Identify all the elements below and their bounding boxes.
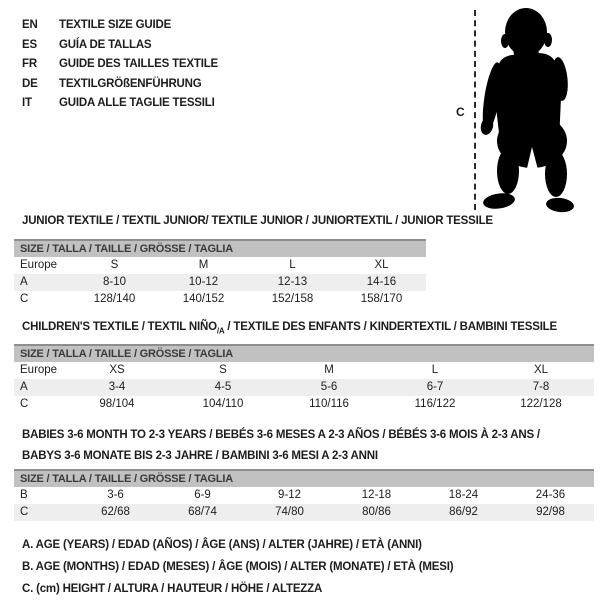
junior-size-table: SIZE / TALLA / TAILLE / GRÖSSE / TAGLIA … <box>14 239 426 308</box>
children-title-post: / TEXTILE DES ENFANTS / KINDERTEXTIL / B… <box>224 321 557 333</box>
size-cell: 10-12 <box>188 276 219 288</box>
size-cell: XS <box>109 364 125 376</box>
size-cell: 3-4 <box>108 381 126 393</box>
size-cell: 104/110 <box>202 398 244 410</box>
size-cell: 18-24 <box>448 489 479 501</box>
size-cell: 92/98 <box>536 506 565 518</box>
footnote-a: A. AGE (YEARS) / EDAD (AÑOS) / ÂGE (ANS)… <box>22 539 422 551</box>
size-cell: 4-5 <box>214 381 232 393</box>
size-cell: 80/86 <box>362 506 391 518</box>
children-size-table: SIZE / TALLA / TAILLE / GRÖSSE / TAGLIA … <box>14 344 594 413</box>
language-label: GUÍA DE TALLAS <box>59 38 152 51</box>
table-row: Europe S M L XL <box>14 257 426 274</box>
size-cell: 9-12 <box>277 489 302 501</box>
size-cell: 128/140 <box>93 293 136 305</box>
language-code: FR <box>22 58 37 70</box>
children-title-sub: /A <box>216 326 225 336</box>
language-label: TEXTILE SIZE GUIDE <box>59 19 172 31</box>
footnote-c: C. (cm) HEIGHT / ALTURA / HAUTEUR / HÖHE… <box>22 583 323 595</box>
language-code: ES <box>22 38 37 51</box>
size-cell: 122/128 <box>520 398 562 410</box>
size-cell: XL <box>533 364 549 376</box>
size-cell: 12-13 <box>277 276 308 288</box>
size-cell: 86/92 <box>449 506 478 518</box>
size-cell: 158/170 <box>360 293 403 305</box>
size-cell: M <box>198 259 209 271</box>
size-cell: 8-10 <box>102 276 127 288</box>
size-cell: 3-6 <box>107 489 124 501</box>
table-row: C 128/140 140/152 152/158 158/170 <box>14 291 426 308</box>
size-cell: 110/116 <box>309 398 349 410</box>
table-row: Europe XS S M L XL <box>14 362 594 379</box>
height-measure-label: C <box>456 105 465 119</box>
language-row: IT GUIDA ALLE TAGLIE TESSILI <box>22 94 218 114</box>
row-label: C <box>20 506 29 518</box>
row-label: C <box>20 398 29 410</box>
size-cell: 6-9 <box>194 489 211 501</box>
size-cell: 74/80 <box>275 506 304 518</box>
size-cell: XL <box>374 259 389 271</box>
footnote-b: B. AGE (MONTHS) / EDAD (MESES) / ÂGE (MO… <box>22 561 454 573</box>
babies-title-line1: BABIES 3-6 MONTH TO 2-3 YEARS / BEBÉS 3-… <box>22 429 540 441</box>
size-cell: 14-16 <box>366 276 397 288</box>
size-cell: 24-36 <box>535 489 566 501</box>
row-label: Europe <box>20 364 58 376</box>
size-header-band: SIZE / TALLA / TAILLE / GRÖSSE / TAGLIA <box>14 239 426 257</box>
children-title-pre: CHILDREN'S TEXTILE / TEXTIL NIÑO <box>22 321 217 333</box>
footnote-legend: A. AGE (YEARS) / EDAD (AÑOS) / ÂGE (ANS)… <box>22 534 454 600</box>
size-cell: 116/122 <box>414 398 456 410</box>
table-row: B 3-6 6-9 9-12 12-18 18-24 24-36 <box>14 487 594 504</box>
table-row: C 98/104 104/110 110/116 116/122 122/128 <box>14 396 594 413</box>
size-cell: 6-7 <box>426 381 444 393</box>
size-cell: 5-6 <box>320 381 338 393</box>
row-label: A <box>20 381 28 393</box>
size-cell: 98/104 <box>99 398 135 410</box>
size-header-band: SIZE / TALLA / TAILLE / GRÖSSE / TAGLIA <box>14 469 594 487</box>
language-label: GUIDE DES TAILLES TEXTILE <box>59 58 218 70</box>
size-cell: 7-8 <box>532 381 550 393</box>
toddler-silhouette-icon <box>480 8 574 213</box>
table-row: A 3-4 4-5 5-6 6-7 7-8 <box>14 379 594 396</box>
row-label: B <box>20 489 28 501</box>
size-cell: 140/152 <box>182 293 225 305</box>
children-section-title: CHILDREN'S TEXTILE / TEXTIL NIÑO/A / TEX… <box>22 321 557 335</box>
language-code: IT <box>22 97 32 109</box>
size-cell: S <box>110 259 119 271</box>
language-row: FR GUIDE DES TAILLES TEXTILE <box>22 55 218 75</box>
size-cell: S <box>219 364 227 376</box>
language-title-list: EN TEXTILE SIZE GUIDE ES GUÍA DE TALLAS … <box>22 16 218 114</box>
size-cell: M <box>324 364 334 376</box>
height-measure-line <box>474 10 476 210</box>
language-label: GUIDA ALLE TAGLIE TESSILI <box>59 97 215 109</box>
table-row: A 8-10 10-12 12-13 14-16 <box>14 274 426 291</box>
language-code: DE <box>22 77 38 90</box>
size-cell: 152/158 <box>271 293 314 305</box>
table-row: C 62/68 68/74 74/80 80/86 86/92 92/98 <box>14 504 594 521</box>
size-cell: 62/68 <box>101 506 130 518</box>
language-row: DE TEXTILGRÖßENFÜHRUNG <box>22 75 218 95</box>
size-cell: 68/74 <box>188 506 217 518</box>
row-label: C <box>20 293 29 305</box>
babies-title-line2: BABYS 3-6 MONATE BIS 2-3 JAHRE / BAMBINI… <box>22 450 378 462</box>
junior-section-title: JUNIOR TEXTILE / TEXTIL JUNIOR/ TEXTILE … <box>22 215 493 227</box>
row-label: Europe <box>20 259 58 271</box>
size-cell: L <box>289 259 296 271</box>
babies-size-table: SIZE / TALLA / TAILLE / GRÖSSE / TAGLIA … <box>14 469 594 521</box>
row-label: A <box>20 276 28 288</box>
language-row: ES GUÍA DE TALLAS <box>22 36 218 56</box>
language-code: EN <box>22 19 38 31</box>
size-cell: L <box>431 364 439 376</box>
language-label: TEXTILGRÖßENFÜHRUNG <box>59 77 202 90</box>
size-cell: 12-18 <box>361 489 392 501</box>
babies-section-title: BABIES 3-6 MONTH TO 2-3 YEARS / BEBÉS 3-… <box>22 425 540 467</box>
size-header-band: SIZE / TALLA / TAILLE / GRÖSSE / TAGLIA <box>14 344 594 362</box>
language-row: EN TEXTILE SIZE GUIDE <box>22 16 218 36</box>
